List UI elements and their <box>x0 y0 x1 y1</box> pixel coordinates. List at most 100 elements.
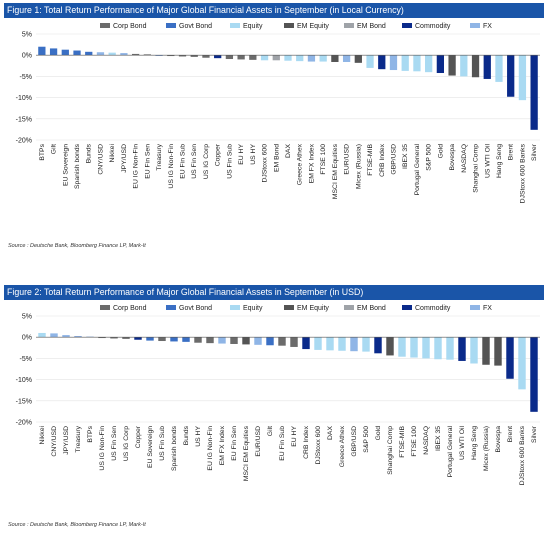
x-tick-label-shanghai-comp: Shanghai Comp <box>387 426 394 475</box>
bar-nasdaq <box>422 337 430 359</box>
x-tick-label-treasury: Treasury <box>75 425 82 452</box>
bar-jpy-usd <box>120 53 128 56</box>
bar-gold <box>374 337 382 354</box>
bar-silver <box>530 337 538 412</box>
x-tick-label-msci-em-equities: MSCI EM Equities <box>332 143 339 199</box>
bar-eu-hy <box>237 55 245 60</box>
x-tick-label-eur-usd: EUR/USD <box>255 426 262 457</box>
legend-label-govt-bond: Govt Bond <box>179 23 212 30</box>
bar-crb-index <box>302 337 310 350</box>
bar-eu-fin-sub <box>278 337 286 346</box>
bar-bunds <box>85 51 93 56</box>
figure-1-source: Source : Deutsche Bank, Bloomberg Financ… <box>8 243 146 249</box>
bar-portugal-general <box>413 55 421 72</box>
bar-us-wti-oil <box>458 337 466 361</box>
x-tick-label-djstoxx-600-banks: DJStoxx 600 Banks <box>519 143 526 203</box>
x-tick-label-copper: Copper <box>215 143 222 166</box>
bar-us-wti-oil <box>483 55 491 79</box>
bar-em-fx-index <box>218 337 226 344</box>
legend-label-commodity: Commodity <box>415 23 451 30</box>
bar-cny-usd <box>96 52 105 56</box>
legend-label-govt-bond: Govt Bond <box>179 305 212 312</box>
bar-s-p-500 <box>425 55 433 73</box>
legend-swatch-corp-bond <box>100 23 110 28</box>
x-tick-label-bunds: Bunds <box>86 143 93 163</box>
x-tick-label-nasdaq: NASDAQ <box>461 144 468 173</box>
bar-gold <box>436 55 445 74</box>
bar-brent <box>507 55 515 97</box>
legend-swatch-commodity <box>402 23 412 28</box>
figure-2-panel: Figure 2: Total Return Performance of Ma… <box>4 285 544 535</box>
legend-label-em-bond: EM Bond <box>357 23 386 30</box>
bar-hang-seng <box>470 337 478 364</box>
bar-ibex-35 <box>401 55 409 71</box>
bar-dax <box>284 55 292 61</box>
x-tick-label-bovespa: Bovespa <box>495 426 502 453</box>
x-tick-label-crb-index: CRB Index <box>303 425 310 458</box>
legend-item-govt-bond: Govt Bond <box>166 23 212 30</box>
y-tick-label: -20% <box>16 138 32 145</box>
legend-item-corp-bond: Corp Bond <box>100 305 147 312</box>
x-tick-label-dax: DAX <box>327 426 334 440</box>
x-tick-label-us-fin-sub: US Fin Sub <box>226 144 233 179</box>
x-tick-label-brent: Brent <box>507 426 514 442</box>
x-tick-label-us-ig-non-fin: US IG Non-Fin <box>99 426 106 471</box>
bar-gilt <box>266 337 274 346</box>
bar-eu-fin-sen <box>143 54 151 56</box>
bar-bovespa <box>494 337 502 366</box>
bar-djstoxx-600 <box>260 55 269 61</box>
bar-us-ig-corp <box>122 337 130 339</box>
figure-1-panel: Figure 1: Total Return Performance of Ma… <box>4 3 544 253</box>
x-tick-label-s-p-500: S&P 500 <box>363 426 370 453</box>
legend-label-corp-bond: Corp Bond <box>113 23 147 30</box>
bar-eu-fin-sen <box>230 337 238 344</box>
bar-brent <box>506 337 514 379</box>
x-tick-label-gold: Gold <box>375 426 382 441</box>
bar-us-ig-non-fin <box>167 55 175 57</box>
legend-item-fx: FX <box>470 305 492 312</box>
x-tick-label-cny-usd: CNY/USD <box>97 144 104 175</box>
x-tick-label-msci-em-equities: MSCI EM Equities <box>243 425 250 481</box>
x-tick-label-gilt: Gilt <box>51 144 58 154</box>
x-tick-label-ftse-mib: FTSE-MIB <box>399 426 406 458</box>
bar-treasury <box>74 336 82 338</box>
legend-label-commodity: Commodity <box>415 305 451 312</box>
legend-item-em-bond: EM Bond <box>344 23 386 30</box>
x-tick-label-us-fin-sen: US Fin Sen <box>111 426 118 461</box>
x-tick-label-copper: Copper <box>135 425 142 448</box>
bar-shanghai-comp <box>471 55 480 78</box>
bar-djstoxx-600 <box>314 337 322 350</box>
legend-swatch-govt-bond <box>166 305 176 310</box>
bar-ftse-100 <box>319 55 327 62</box>
x-tick-label-bovespa: Bovespa <box>449 144 456 171</box>
legend-item-corp-bond: Corp Bond <box>100 23 147 30</box>
x-tick-label-cny-usd: CNY/USD <box>51 426 58 457</box>
figure-1-chart: Corp Bond Govt Bond Equity EM Equity EM Bond… <box>16 23 540 203</box>
bar-us-fin-sub <box>225 55 234 60</box>
legend-item-govt-bond: Govt Bond <box>166 305 212 312</box>
x-tick-label-treasury: Treasury <box>156 143 163 170</box>
bar-msci-em-equities <box>331 55 339 62</box>
y-tick-label: 0% <box>22 53 32 60</box>
legend-swatch-govt-bond <box>166 23 176 28</box>
x-tick-label-us-hy: US HY <box>195 426 202 447</box>
x-tick-label-silver: Silver <box>531 425 538 443</box>
bar-msci-em-equities <box>242 337 250 345</box>
bar-greece-athex <box>338 337 346 351</box>
legend-label-em-equity: EM Equity <box>297 23 329 30</box>
bar-em-fx-index <box>307 55 316 62</box>
bar-us-fin-sub <box>158 337 166 342</box>
x-tick-label-btps: BTPs <box>39 143 46 160</box>
y-tick-label: -20% <box>16 420 32 427</box>
x-tick-label-eu-fin-sub: EU Fin Sub <box>180 144 187 179</box>
legend-swatch-em-bond <box>344 305 354 310</box>
legend-label-em-equity: EM Equity <box>297 305 329 312</box>
bar-ftse-mib <box>398 337 406 357</box>
bar-dax <box>326 337 334 351</box>
bar-eu-hy <box>290 337 298 347</box>
bar-eu-fin-sub <box>178 55 187 57</box>
x-tick-label-jpy-usd: JPY/USD <box>121 144 128 173</box>
x-tick-label-us-hy: US HY <box>250 144 257 165</box>
y-tick-label: 0% <box>22 335 32 342</box>
x-tick-label-us-fin-sub: US Fin Sub <box>159 426 166 461</box>
